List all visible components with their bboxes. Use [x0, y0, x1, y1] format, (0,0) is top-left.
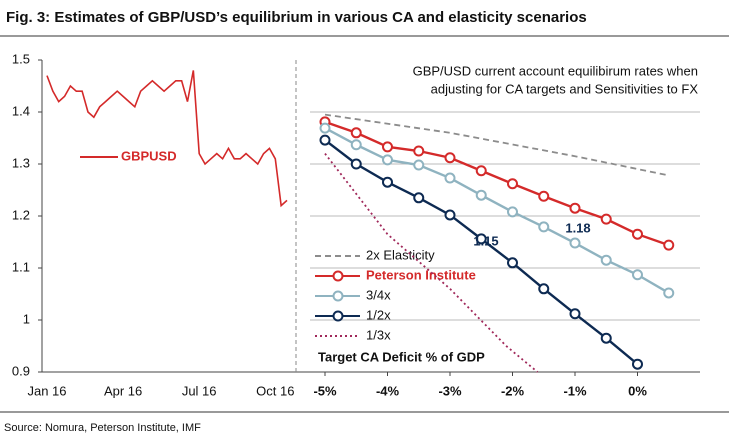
legend-label: 1/2x: [366, 307, 391, 322]
data-point: [319, 122, 331, 134]
subtitle: GBP/USD current account equilibirum rate…: [413, 63, 698, 78]
data-point: [319, 134, 331, 146]
y-tick-label: 1.4: [12, 103, 30, 118]
data-point: [444, 152, 456, 164]
data-point: [507, 257, 518, 269]
legend-marker: [332, 290, 344, 302]
legend-marker: [332, 270, 344, 282]
x-tick-label: -2%: [501, 383, 525, 398]
data-point: [382, 141, 393, 153]
y-tick-label: 1.2: [12, 207, 30, 222]
y-tick-label: 1: [23, 311, 30, 326]
data-point: [382, 176, 393, 188]
legend-label: Peterson Institute: [366, 267, 476, 282]
data-point: [569, 202, 581, 214]
source: Source: Nomura, Peterson Institute, IMF: [4, 422, 201, 434]
legend-label: 3/4x: [366, 287, 391, 302]
data-point: [632, 269, 643, 281]
x-tick-label: -1%: [563, 383, 587, 398]
x-tick-label: 0%: [628, 383, 647, 398]
x-tick-label: Oct 16: [256, 383, 294, 398]
data-point: [350, 139, 362, 151]
data-point: [663, 239, 675, 251]
x-tick-label: -4%: [376, 383, 400, 398]
data-point: [507, 206, 518, 218]
data-point: [413, 159, 425, 171]
data-point: [444, 209, 456, 221]
data-point: [382, 154, 393, 166]
data-point: [538, 221, 550, 233]
y-tick-label: 1.3: [12, 155, 30, 170]
x-tick-label: -3%: [438, 383, 462, 398]
data-point: [413, 145, 425, 157]
data-point: [350, 158, 362, 170]
y-tick-label: 1.5: [12, 51, 30, 66]
legend-label: 2x Elasticity: [366, 247, 435, 262]
data-point: [663, 287, 675, 299]
legend-label: GBPUSD: [121, 148, 177, 163]
x-axis-title: Target CA Deficit % of GDP: [318, 349, 485, 364]
data-point: [507, 178, 518, 190]
subtitle: adjusting for CA targets and Sensitiviti…: [431, 81, 699, 96]
data-point: [475, 189, 487, 201]
series-line: [46, 70, 288, 208]
legend-marker: [332, 310, 344, 322]
data-point: [538, 190, 550, 202]
data-point: [600, 254, 612, 266]
x-tick-label: -5%: [313, 383, 337, 398]
x-tick-label: Jan 16: [27, 383, 66, 398]
data-point: [632, 228, 643, 240]
data-point: [350, 127, 362, 139]
series-line: [324, 127, 670, 294]
x-tick-label: Apr 16: [104, 383, 142, 398]
series-line: [324, 153, 539, 373]
data-point: [632, 358, 643, 370]
annotation: 1.18: [565, 220, 590, 235]
annotation: 1.15: [473, 233, 498, 248]
x-tick-label: Jul 16: [182, 383, 217, 398]
figure-title: Fig. 3: Estimates of GBP/USD’s equilibri…: [6, 9, 587, 26]
data-point: [569, 237, 581, 249]
series-line: [324, 113, 669, 177]
y-tick-label: 0.9: [12, 363, 30, 378]
data-point: [569, 308, 581, 320]
data-point: [600, 213, 612, 225]
data-point: [413, 192, 425, 204]
data-point: [600, 332, 612, 344]
series-line: [324, 120, 670, 247]
data-point: [444, 172, 456, 184]
data-point: [475, 233, 487, 245]
y-tick-label: 1.1: [12, 259, 30, 274]
data-point: [475, 165, 487, 177]
legend-label: 1/3x: [366, 327, 391, 342]
plot: 0.9 1 1.1 1.2 1.3 1.4 1.5 Jan 16 Apr 16 Jul 16 Oct…: [12, 51, 700, 398]
data-point: [538, 283, 550, 295]
